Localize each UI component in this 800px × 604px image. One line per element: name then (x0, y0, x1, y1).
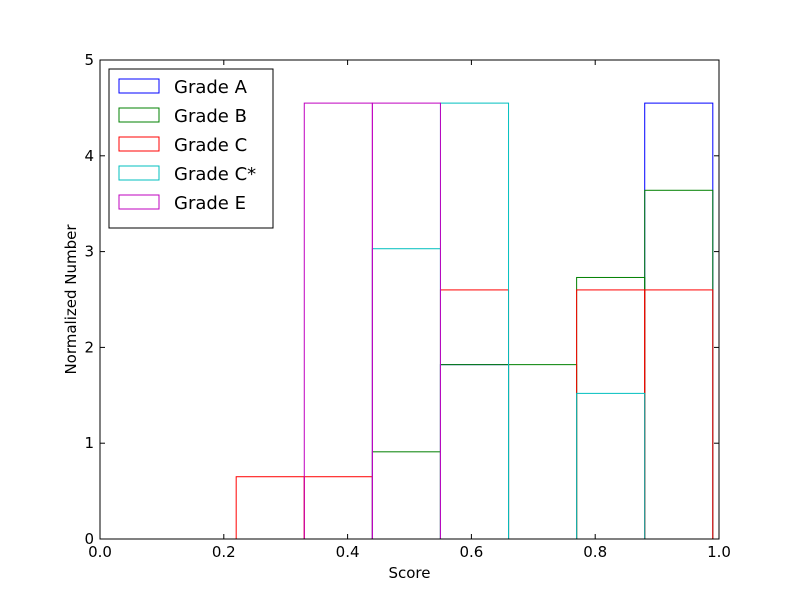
y-tick-label: 3 (84, 243, 94, 261)
x-tick-label: 0.6 (459, 543, 483, 561)
legend-box (108, 68, 274, 229)
legend-swatch (118, 194, 160, 210)
x-tick-label: 0.4 (336, 543, 360, 561)
x-tick-label: 0.8 (583, 543, 607, 561)
x-tick-label: 0.0 (88, 543, 112, 561)
legend-label: Grade A (174, 77, 248, 98)
x-tick-label: 0.2 (212, 543, 236, 561)
legend-label: Grade C* (174, 164, 256, 185)
y-tick-label: 4 (84, 147, 94, 165)
x-axis-title: Score (388, 564, 430, 582)
legend-swatch (118, 78, 160, 94)
y-tick-label: 1 (84, 434, 94, 452)
legend-label: Grade B (174, 106, 247, 127)
axes-frame (99, 59, 720, 540)
legend: Grade A Grade B Grade C Grade C* Grade E (108, 68, 274, 229)
y-tick-label: 5 (84, 51, 94, 69)
legend-swatch (118, 107, 160, 123)
legend-label: Grade C (174, 135, 247, 156)
y-tick-label: 0 (84, 530, 94, 548)
y-axis-title: Normalized Number (62, 224, 80, 375)
x-tick-label: 1.0 (707, 543, 731, 561)
legend-swatch (118, 136, 160, 152)
y-tick-label: 2 (84, 338, 94, 356)
ticks-layer: 0.0 0.2 0.4 0.6 0.8 1.0 0 1 2 3 4 5 (84, 51, 730, 561)
legend-label: Grade E (174, 193, 246, 214)
legend-swatch (118, 165, 160, 181)
